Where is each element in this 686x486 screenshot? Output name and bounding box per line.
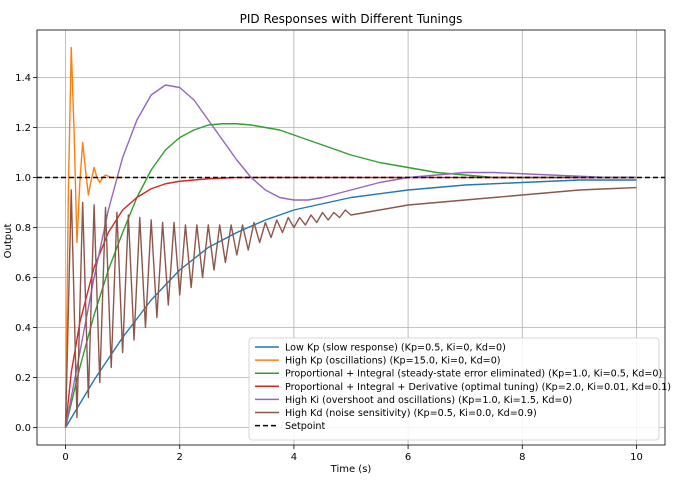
- y-tick-label: 0.2: [15, 373, 31, 384]
- x-tick-label: 2: [177, 452, 183, 463]
- plot-frame: [36, 29, 666, 446]
- series-lines: [37, 46, 665, 428]
- series-line-1: [64, 179, 637, 428]
- x-tick-label: 0: [62, 452, 68, 463]
- legend-label: Proportional + Integral (steady-state er…: [285, 369, 662, 380]
- series-line-2: [64, 46, 123, 428]
- series-line-6: [64, 186, 637, 428]
- legend-label: High Kp (oscillations) (Kp=15.0, Ki=0, K…: [285, 356, 501, 367]
- legend-label: Setpoint: [285, 421, 325, 432]
- x-tick-label: 8: [519, 452, 525, 463]
- chart-title: PID Responses with Different Tunings: [240, 12, 463, 26]
- x-tick-label: 6: [405, 452, 411, 463]
- legend-box: [248, 337, 660, 441]
- legend: Low Kp (slow response) (Kp=0.5, Ki=0, Kd…: [248, 337, 671, 441]
- y-tick-label: 0.4: [15, 323, 31, 334]
- y-tick-label: 1.2: [15, 123, 31, 134]
- y-tick-label: 1.4: [15, 73, 31, 84]
- x-tick-label: 4: [291, 452, 297, 463]
- x-axis-label: Time (s): [330, 464, 372, 475]
- y-tick-label: 0.6: [15, 273, 31, 284]
- y-tick-label: 0.0: [15, 423, 31, 434]
- legend-label: High Ki (overshoot and oscillations) (Kp…: [285, 395, 572, 406]
- y-tick-label: 1.0: [15, 173, 31, 184]
- legend-label: High Kd (noise sensitivity) (Kp=0.5, Ki=…: [285, 408, 537, 419]
- legend-label: Low Kp (slow response) (Kp=0.5, Ki=0, Kd…: [285, 343, 506, 354]
- axes: 0 2 4 6 8 10 0.0 0.2 0.4 0.6 0.8 1.0 1.2 1.4: [15, 29, 666, 463]
- legend-label: Proportional + Integral + Derivative (op…: [285, 382, 671, 393]
- series-line-5: [64, 84, 637, 428]
- y-tick-label: 0.8: [15, 223, 31, 234]
- y-axis-label: Output: [3, 224, 14, 259]
- x-tick-label: 10: [630, 452, 643, 463]
